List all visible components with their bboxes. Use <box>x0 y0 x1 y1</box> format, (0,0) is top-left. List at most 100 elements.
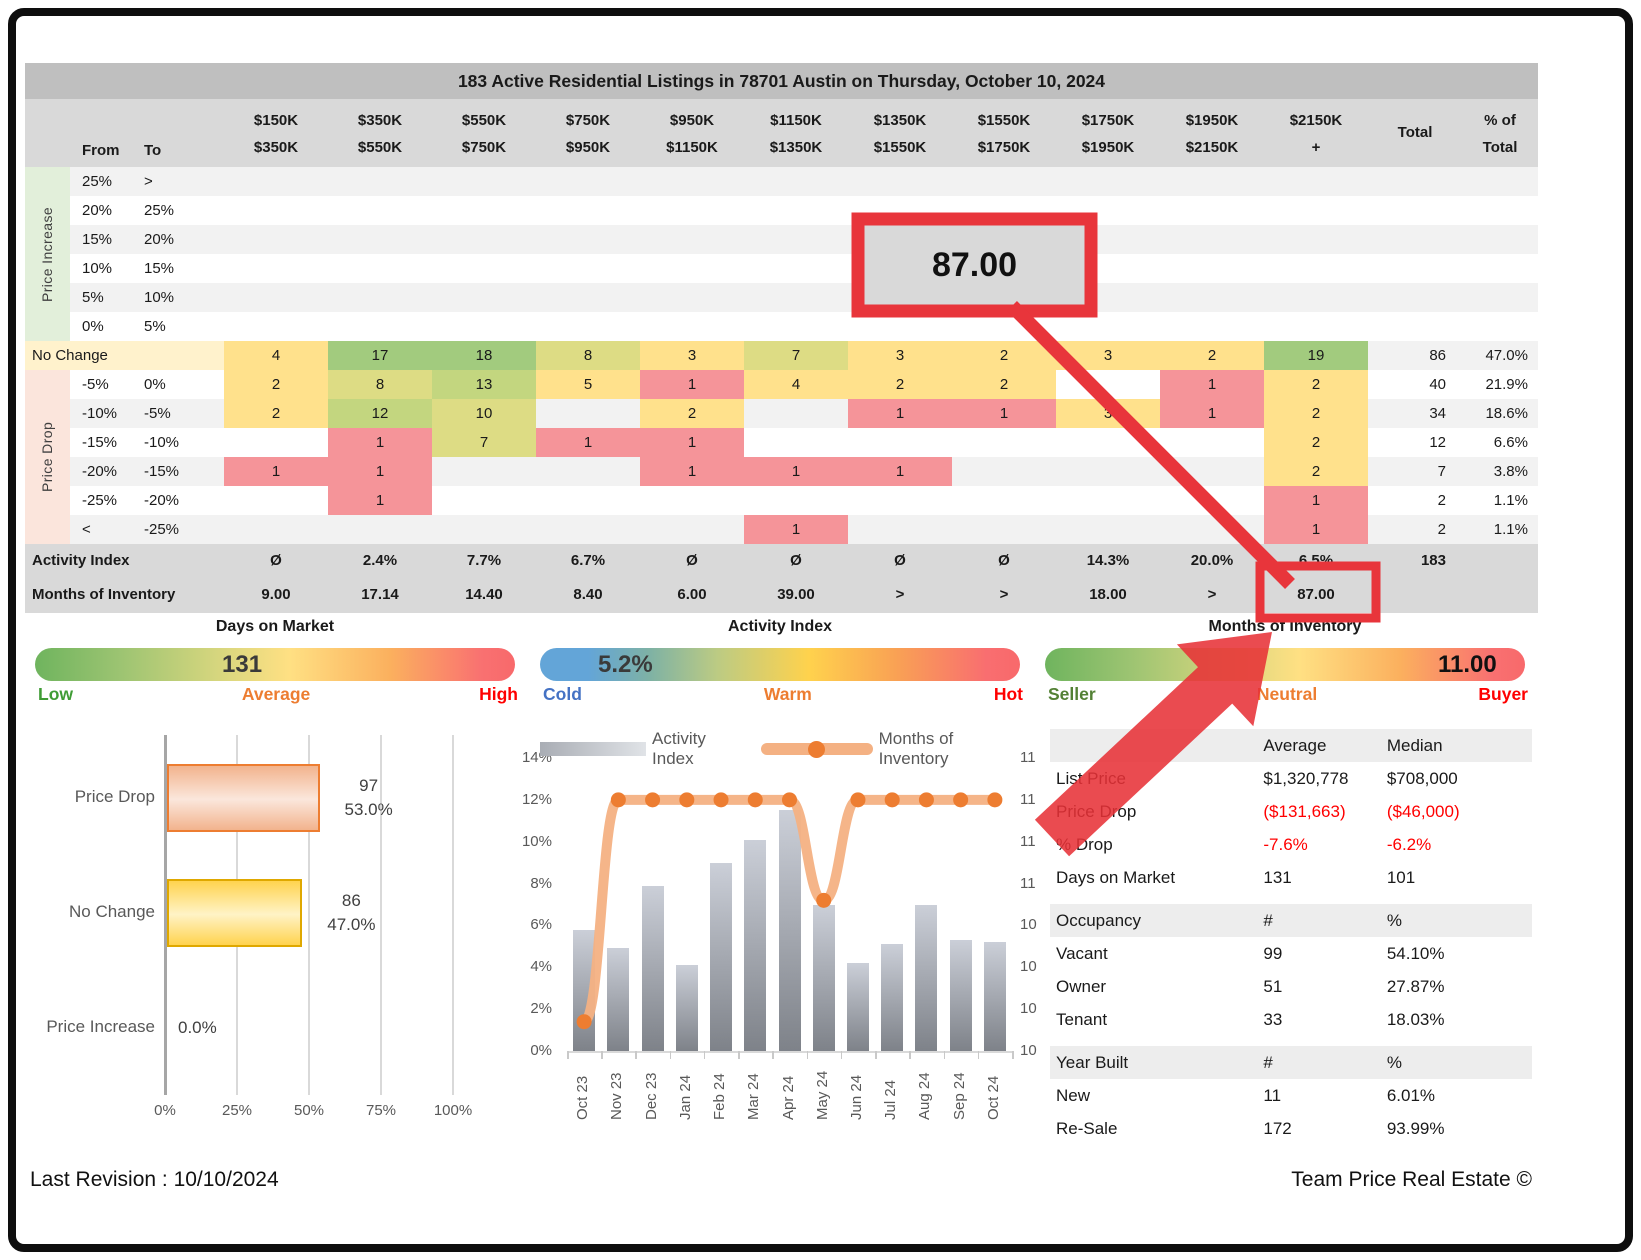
heat-cell: 1 <box>1264 486 1368 515</box>
months-inventory-value: 8.40 <box>536 577 640 613</box>
heat-cell: 5 <box>536 370 640 399</box>
stats-value-2: ($46,000) <box>1386 801 1460 821</box>
legend-months-of-inventory-label: Months of Inventory <box>878 729 954 768</box>
matrix-cell-empty <box>432 312 536 341</box>
heat-cell: 2 <box>1264 457 1368 486</box>
matrix-cell-empty <box>224 225 328 254</box>
row-total <box>1368 283 1462 312</box>
combo-x-axis-tick <box>772 1051 774 1059</box>
activity-index-value: Ø <box>952 544 1056 577</box>
row-to: 20% <box>132 225 224 254</box>
matrix-cell-empty <box>224 196 328 225</box>
occupancy-row-label: Owner <box>1056 976 1107 996</box>
x-axis-tick-label: 50% <box>293 1102 325 1119</box>
matrix-cell-empty <box>224 167 328 196</box>
heat-cell: 8 <box>536 341 640 370</box>
price-col-to: $350K <box>253 138 299 156</box>
activity-index-value: Ø <box>640 544 744 577</box>
matrix-cell-empty <box>1160 312 1264 341</box>
months-of-inventory-dot <box>747 792 763 808</box>
matrix-cell-empty <box>432 515 536 544</box>
stats-header-row: Average Median <box>1050 729 1532 762</box>
matrix-cell-empty <box>328 312 432 341</box>
stats-value-2: -6.2% <box>1386 834 1432 854</box>
month-axis-label: Aug 24 <box>916 1072 934 1120</box>
heat-cell: 4 <box>224 341 328 370</box>
stats-value-2: 93.99% <box>1386 1118 1445 1138</box>
gauge-title-activity-index: Activity Index <box>727 618 833 635</box>
year-built-header-label: Year Built <box>1056 1052 1129 1072</box>
matrix-cell-empty <box>1160 225 1264 254</box>
activity-index-value: 2.4% <box>328 544 432 577</box>
row-pct: 1.1% <box>1462 515 1538 544</box>
bar-category-label: No Change <box>68 902 155 921</box>
price-col-to: $1350K <box>769 138 823 156</box>
row-to: > <box>132 167 224 196</box>
matrix-cell-empty <box>1264 254 1368 283</box>
month-axis-label: Mar 24 <box>745 1073 763 1120</box>
row-from: 20% <box>70 196 132 225</box>
matrix-cell-empty <box>848 225 952 254</box>
matrix-cell-empty <box>640 283 744 312</box>
stats-value-2: % <box>1386 910 1402 930</box>
bar-pct-label: 53.0% <box>344 800 393 819</box>
row-pct: 18.6% <box>1462 399 1538 428</box>
bar-chart-gridline <box>308 735 310 1095</box>
scale-high-label: High <box>479 684 518 704</box>
months-inventory-pct-empty <box>1462 577 1538 613</box>
header-corner <box>25 99 70 167</box>
heat-cell: 1 <box>952 399 1056 428</box>
last-revision-label: Last Revision : 10/10/2024 <box>30 1168 279 1191</box>
matrix-cell-empty <box>328 167 432 196</box>
stats-value-1: $1,320,778 <box>1263 768 1349 788</box>
matrix-cell-empty <box>848 196 952 225</box>
price-col-to: $2150K <box>1185 138 1239 156</box>
stats-row: Price Drop ($131,663) ($46,000) <box>1050 795 1532 828</box>
x-axis-tick-label: 25% <box>221 1102 253 1119</box>
activity-index-gauge <box>540 648 1020 681</box>
y-axis-tick-label: 2% <box>530 1000 552 1018</box>
matrix-cell-empty <box>432 196 536 225</box>
matrix-cell-empty <box>744 283 848 312</box>
price-col-to: $1750K <box>977 138 1031 156</box>
matrix-cell-empty <box>1160 283 1264 312</box>
months-inventory-row-label: Months of Inventory <box>25 577 224 613</box>
to-header: To <box>132 99 224 167</box>
scale-buyer-label: Buyer <box>1478 684 1528 704</box>
x-axis-tick-label: 100% <box>433 1102 473 1119</box>
matrix-cell-empty <box>744 225 848 254</box>
page-title: 183 Active Residential Listings in 78701… <box>25 63 1538 99</box>
stats-value-1: ($131,663) <box>1263 801 1346 821</box>
heat-cell: 1 <box>1264 515 1368 544</box>
row-to: 10% <box>132 283 224 312</box>
stats-value-1: 33 <box>1263 1009 1283 1029</box>
matrix-cell-empty <box>848 254 952 283</box>
months-of-inventory-dot <box>610 792 626 808</box>
stats-value-1: 131 <box>1263 867 1292 887</box>
heat-cell: 3 <box>848 341 952 370</box>
scale-hot-label: Hot <box>993 684 1023 704</box>
matrix-cell-empty <box>640 515 744 544</box>
matrix-cell-empty <box>536 225 640 254</box>
heat-cell: 3 <box>640 341 744 370</box>
stats-value-2: % <box>1386 1052 1402 1072</box>
price-col-header: $1350K $1550K <box>848 99 952 167</box>
matrix-cell-empty <box>224 254 328 283</box>
months-of-inventory-dot <box>850 792 866 808</box>
row-total <box>1368 196 1462 225</box>
heat-cell: 1 <box>640 428 744 457</box>
matrix-cell-empty <box>640 167 744 196</box>
price-col-from: $1350K <box>873 111 927 129</box>
heat-cell: 2 <box>640 399 744 428</box>
scale-cold-label: Cold <box>543 684 582 704</box>
matrix-cell-empty <box>848 515 952 544</box>
price-col-to: $1550K <box>873 138 927 156</box>
stats-value-1: -7.6% <box>1263 834 1308 854</box>
matrix-cell-empty <box>1160 515 1264 544</box>
occupancy-row-label: Vacant <box>1056 943 1108 963</box>
row-pct <box>1462 254 1538 283</box>
row-total: 2 <box>1368 486 1462 515</box>
row-from: 5% <box>70 283 132 312</box>
stats-value-2: 27.87% <box>1386 976 1445 996</box>
activity-index-bar <box>949 940 972 1051</box>
